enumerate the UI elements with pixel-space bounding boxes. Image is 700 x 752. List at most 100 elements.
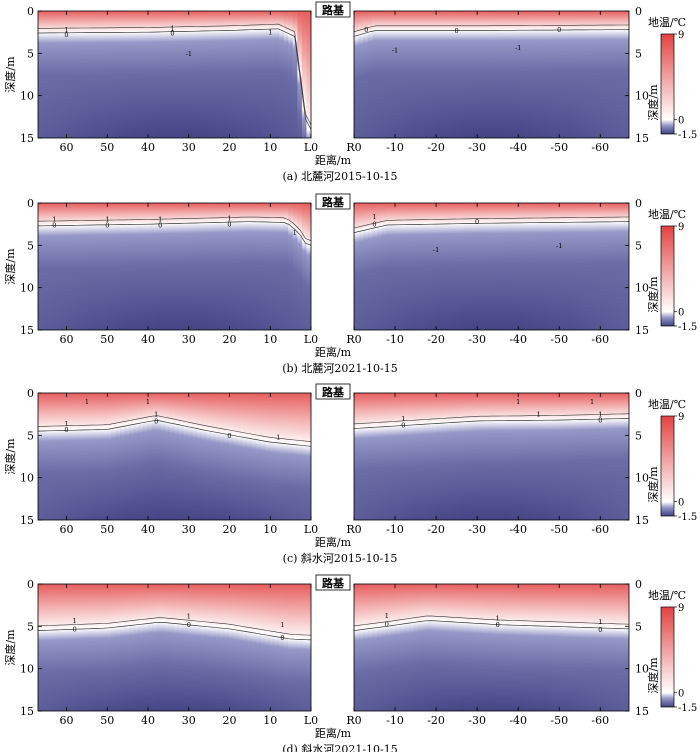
- roadbed-label: 路基: [322, 195, 345, 209]
- y-tick-label-right: 0: [635, 197, 642, 210]
- field-column: [115, 203, 121, 330]
- field-column: [445, 203, 451, 330]
- field-column: [270, 11, 276, 138]
- field-column: [201, 393, 207, 520]
- isotherm-0-line: [38, 621, 311, 641]
- field-column: [560, 203, 566, 330]
- isotherm-1-line: [354, 615, 629, 627]
- x-tick-label: R0: [346, 714, 361, 727]
- field-column: [279, 393, 285, 520]
- field-column: [188, 11, 194, 138]
- field-column: [390, 393, 396, 520]
- field-column: [106, 11, 112, 138]
- x-tick-label: R0: [346, 141, 361, 154]
- x-tick-label: -60: [591, 523, 609, 536]
- field-column: [147, 203, 153, 330]
- field-column: [110, 584, 116, 711]
- field-column: [165, 11, 171, 138]
- contour-label: 0: [154, 417, 158, 425]
- left-plot-frame: [37, 10, 312, 139]
- contour-label: 1: [187, 613, 191, 621]
- y-tick-label: 15: [20, 705, 34, 718]
- field-column: [83, 393, 89, 520]
- y-tick-label-right: 5: [635, 47, 642, 60]
- field-column: [92, 203, 98, 330]
- field-column: [88, 393, 94, 520]
- field-column: [288, 11, 294, 138]
- contour-label: 1: [268, 29, 272, 37]
- field-column: [306, 393, 311, 520]
- field-column: [422, 11, 428, 138]
- field-column: [587, 203, 593, 330]
- field-column: [601, 11, 607, 138]
- field-column: [450, 203, 456, 330]
- colorbar-tick-label: 0: [678, 689, 684, 700]
- field-column: [404, 584, 410, 711]
- right-temperature-field: 0 0 0 -1 -1: [354, 11, 629, 138]
- field-column: [491, 393, 497, 520]
- field-column: [165, 393, 171, 520]
- field-column: [306, 11, 311, 138]
- field-column: [297, 203, 303, 330]
- x-tick-label: 40: [141, 333, 155, 346]
- field-column: [129, 584, 135, 711]
- contour-label: 0: [52, 222, 56, 230]
- field-column: [65, 393, 71, 520]
- field-column: [92, 584, 98, 711]
- field-column: [233, 584, 239, 711]
- x-tick-label: -10: [386, 141, 404, 154]
- field-column: [464, 584, 470, 711]
- field-column: [297, 584, 303, 711]
- isotherm-1-line: [354, 216, 629, 229]
- field-column: [500, 584, 506, 711]
- isotherm-0-line: [38, 420, 311, 447]
- field-column: [610, 11, 616, 138]
- field-column: [301, 393, 308, 520]
- field-column: [69, 203, 75, 330]
- field-column: [445, 393, 451, 520]
- y-tick-label-right: 5: [635, 429, 642, 442]
- isotherm-1-line: [38, 216, 311, 241]
- field-column: [160, 584, 166, 711]
- field-column: [413, 584, 419, 711]
- field-column: [468, 393, 474, 520]
- field-column: [354, 584, 360, 711]
- right-plot-frame: [353, 10, 630, 139]
- field-column: [418, 393, 424, 520]
- field-column: [56, 203, 62, 330]
- field-column: [301, 203, 308, 330]
- field-column: [60, 584, 66, 711]
- y-tick-label: 10: [20, 472, 34, 485]
- contour-label: 0: [557, 26, 561, 34]
- field-column: [537, 203, 543, 330]
- y-axis-label-right: 深度/m: [646, 466, 660, 503]
- field-column: [297, 393, 303, 520]
- field-column: [500, 203, 506, 330]
- field-column: [201, 11, 207, 138]
- field-column: [615, 203, 621, 330]
- field-column: [532, 393, 538, 520]
- y-axis-label: 深度/m: [3, 56, 17, 93]
- y-tick-label: 0: [27, 387, 34, 400]
- field-column: [47, 393, 53, 520]
- field-column: [224, 11, 230, 138]
- y-tick-label-right: 15: [635, 514, 649, 527]
- x-tick-label: 20: [223, 141, 237, 154]
- field-column: [450, 584, 456, 711]
- field-column: [606, 203, 612, 330]
- field-column: [197, 393, 203, 520]
- field-column: [179, 11, 185, 138]
- field-column: [179, 584, 185, 711]
- contour-label: 0: [455, 27, 459, 35]
- field-column: [624, 11, 629, 138]
- isotherm-0-line: [38, 28, 311, 130]
- y-tick-label: 0: [27, 578, 34, 591]
- contour-label: 1: [227, 215, 231, 223]
- field-column: [523, 11, 529, 138]
- contour-label: 1: [385, 612, 389, 620]
- field-column: [399, 11, 406, 138]
- field-column: [592, 393, 598, 520]
- field-column: [596, 584, 603, 711]
